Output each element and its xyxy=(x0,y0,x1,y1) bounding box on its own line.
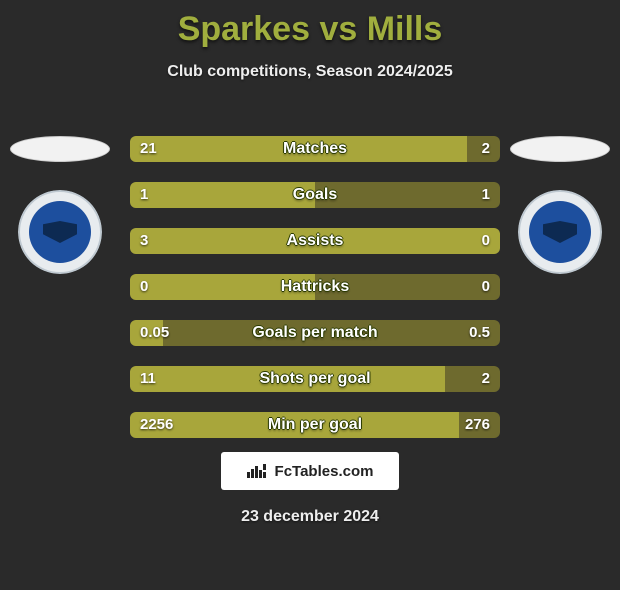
stat-value-left: 0 xyxy=(130,274,158,300)
stat-row: 11Goals xyxy=(130,182,500,208)
stat-value-right: 276 xyxy=(455,412,500,438)
bar-chart-icon xyxy=(247,464,269,478)
date-label: 23 december 2024 xyxy=(0,508,620,526)
stat-value-right: 0 xyxy=(472,274,500,300)
comparison-bars: 212Matches11Goals30Assists00Hattricks0.0… xyxy=(130,136,500,458)
bar-segment-left xyxy=(130,366,445,392)
stat-value-right: 0 xyxy=(472,228,500,254)
subtitle: Club competitions, Season 2024/2025 xyxy=(0,63,620,81)
stat-row: 112Shots per goal xyxy=(130,366,500,392)
stat-row: 212Matches xyxy=(130,136,500,162)
bar-segment-left xyxy=(130,228,500,254)
stat-value-right: 2 xyxy=(472,136,500,162)
stat-value-left: 11 xyxy=(130,366,166,392)
stat-value-left: 1 xyxy=(130,182,158,208)
stat-row: 00Hattricks xyxy=(130,274,500,300)
stat-row: 0.050.5Goals per match xyxy=(130,320,500,346)
stat-row: 30Assists xyxy=(130,228,500,254)
brand-logo[interactable]: FcTables.com xyxy=(221,452,399,490)
bar-segment-left xyxy=(130,136,467,162)
club-crest-left xyxy=(18,190,102,274)
club-crest-right xyxy=(518,190,602,274)
brand-label: FcTables.com xyxy=(275,463,374,480)
stat-value-left: 0.05 xyxy=(130,320,179,346)
stat-value-right: 0.5 xyxy=(459,320,500,346)
stat-value-right: 2 xyxy=(472,366,500,392)
bar-segment-right xyxy=(163,320,500,346)
stat-value-right: 1 xyxy=(472,182,500,208)
stat-value-left: 21 xyxy=(130,136,167,162)
country-flag-right xyxy=(510,136,610,162)
stat-row: 2256276Min per goal xyxy=(130,412,500,438)
stat-value-left: 2256 xyxy=(130,412,183,438)
country-flag-left xyxy=(10,136,110,162)
stat-value-left: 3 xyxy=(130,228,158,254)
page-title: Sparkes vs Mills xyxy=(0,10,620,49)
